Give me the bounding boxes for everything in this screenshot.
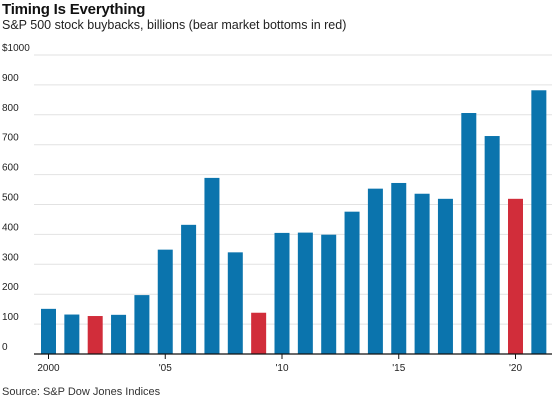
bar-2012	[321, 234, 337, 354]
chart-title: Timing Is Everything	[2, 1, 146, 18]
y-tick-label: 0	[2, 342, 8, 353]
bar-2005	[157, 249, 173, 354]
x-tick-label: '20	[509, 363, 522, 374]
bar-2019	[484, 136, 500, 354]
y-tick-label: 100	[2, 312, 19, 323]
y-tick-label: 200	[2, 282, 19, 293]
bar-2018	[461, 113, 477, 354]
bar-2002	[87, 316, 103, 354]
bar-2003	[111, 314, 127, 354]
x-tick-label: '05	[159, 363, 172, 374]
chart-subtitle: S&P 500 stock buybacks, billions (bear m…	[2, 18, 347, 32]
y-tick-label: 700	[2, 133, 19, 144]
bar-2004	[134, 295, 150, 354]
y-tick-label: 300	[2, 252, 19, 263]
bar-2007	[204, 177, 220, 354]
bar-2011	[297, 232, 313, 354]
x-tick-label: '10	[275, 363, 288, 374]
bar-2009	[251, 312, 267, 354]
y-tick-label: 800	[2, 103, 19, 114]
chart-source: Source: S&P Dow Jones Indices	[2, 386, 161, 398]
bar-2015	[391, 182, 407, 354]
bar-2000	[41, 308, 56, 354]
bar-2001	[64, 314, 80, 354]
bar-2021	[531, 90, 547, 355]
bar-2013	[344, 211, 360, 354]
x-tick-label: 2000	[37, 363, 60, 374]
y-tick-label: 600	[2, 163, 19, 174]
bar-2008	[227, 252, 243, 354]
x-tick-label: '15	[392, 363, 405, 374]
y-tick-label: $1000	[2, 43, 30, 54]
y-tick-label: 500	[2, 193, 19, 204]
bar-2006	[181, 224, 197, 354]
y-tick-label: 900	[2, 73, 19, 84]
bar-2016	[414, 193, 430, 354]
bar-2017	[437, 198, 453, 354]
bar-2020	[508, 198, 523, 354]
bar-2010	[274, 232, 290, 354]
y-tick-label: 400	[2, 222, 19, 233]
bar-2014	[367, 188, 383, 354]
